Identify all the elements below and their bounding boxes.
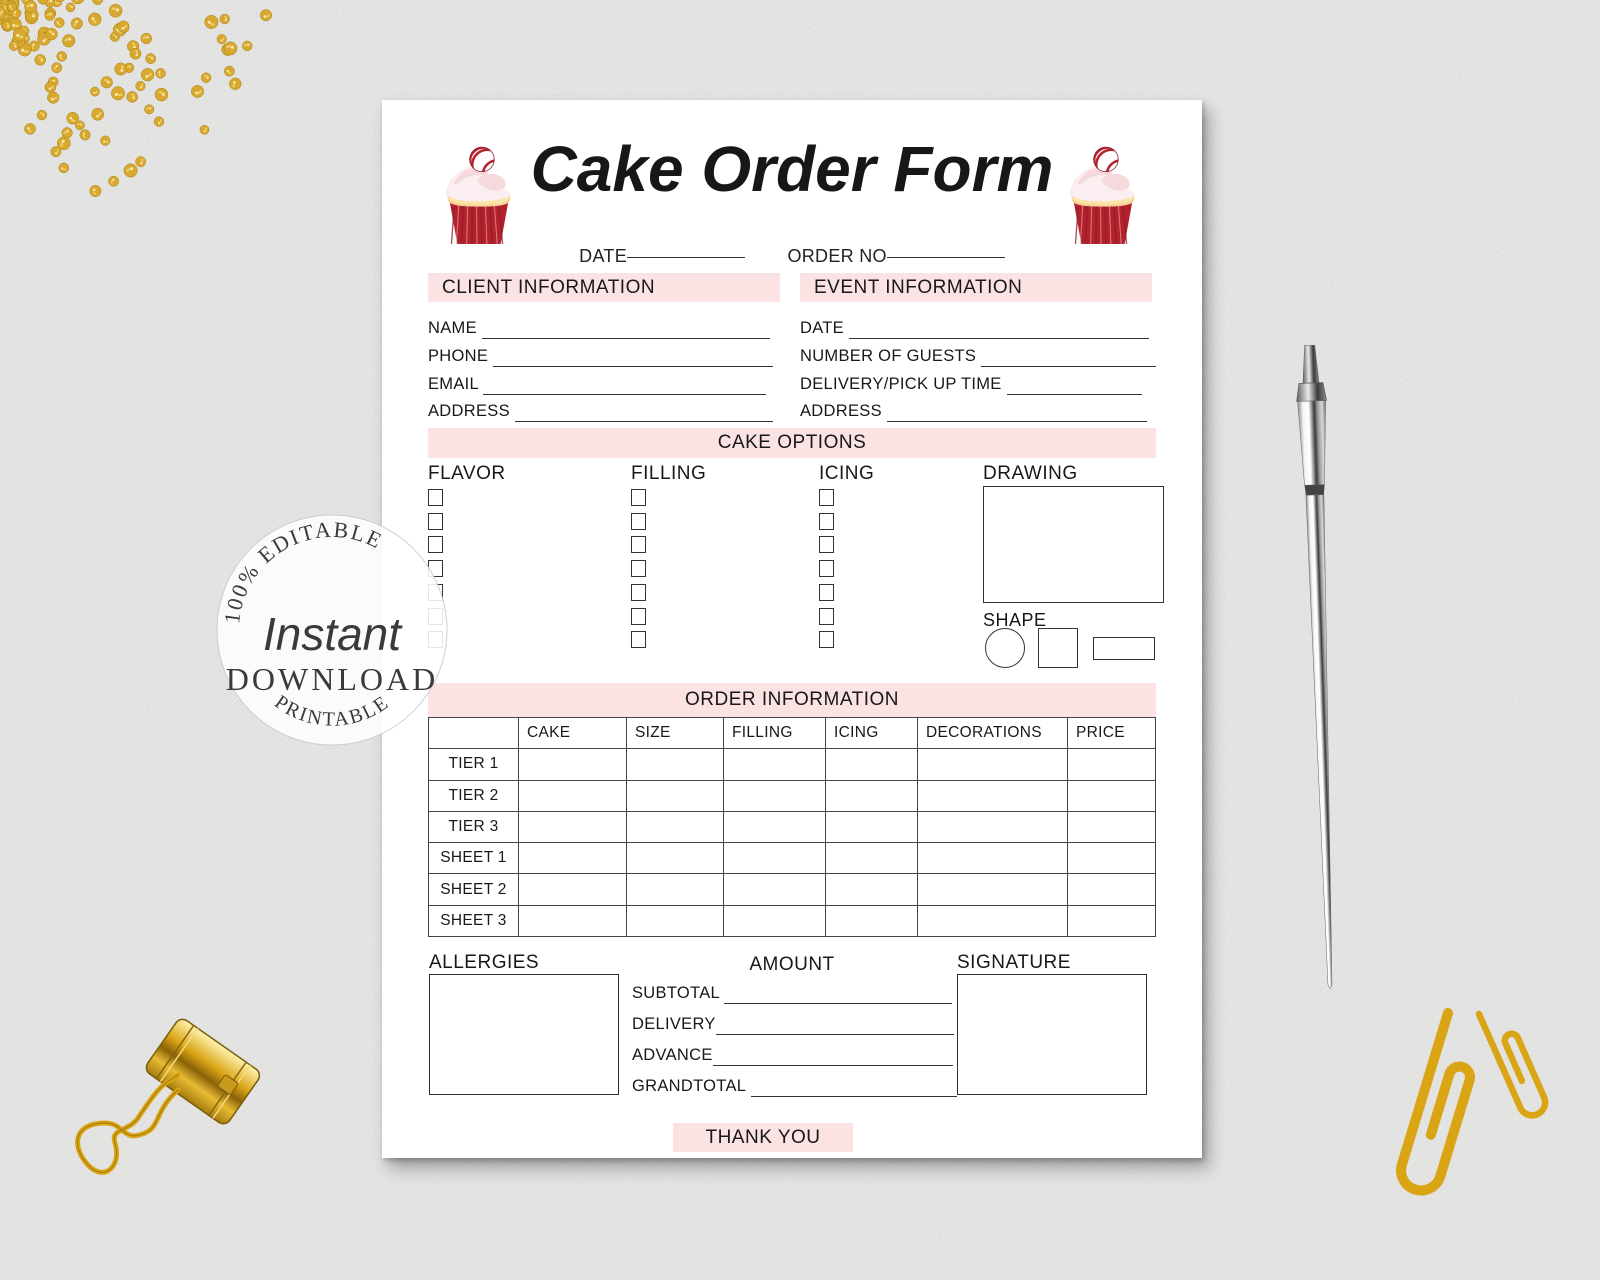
- svg-text:Instant: Instant: [263, 608, 403, 660]
- svg-text:DOWNLOAD: DOWNLOAD: [226, 661, 438, 697]
